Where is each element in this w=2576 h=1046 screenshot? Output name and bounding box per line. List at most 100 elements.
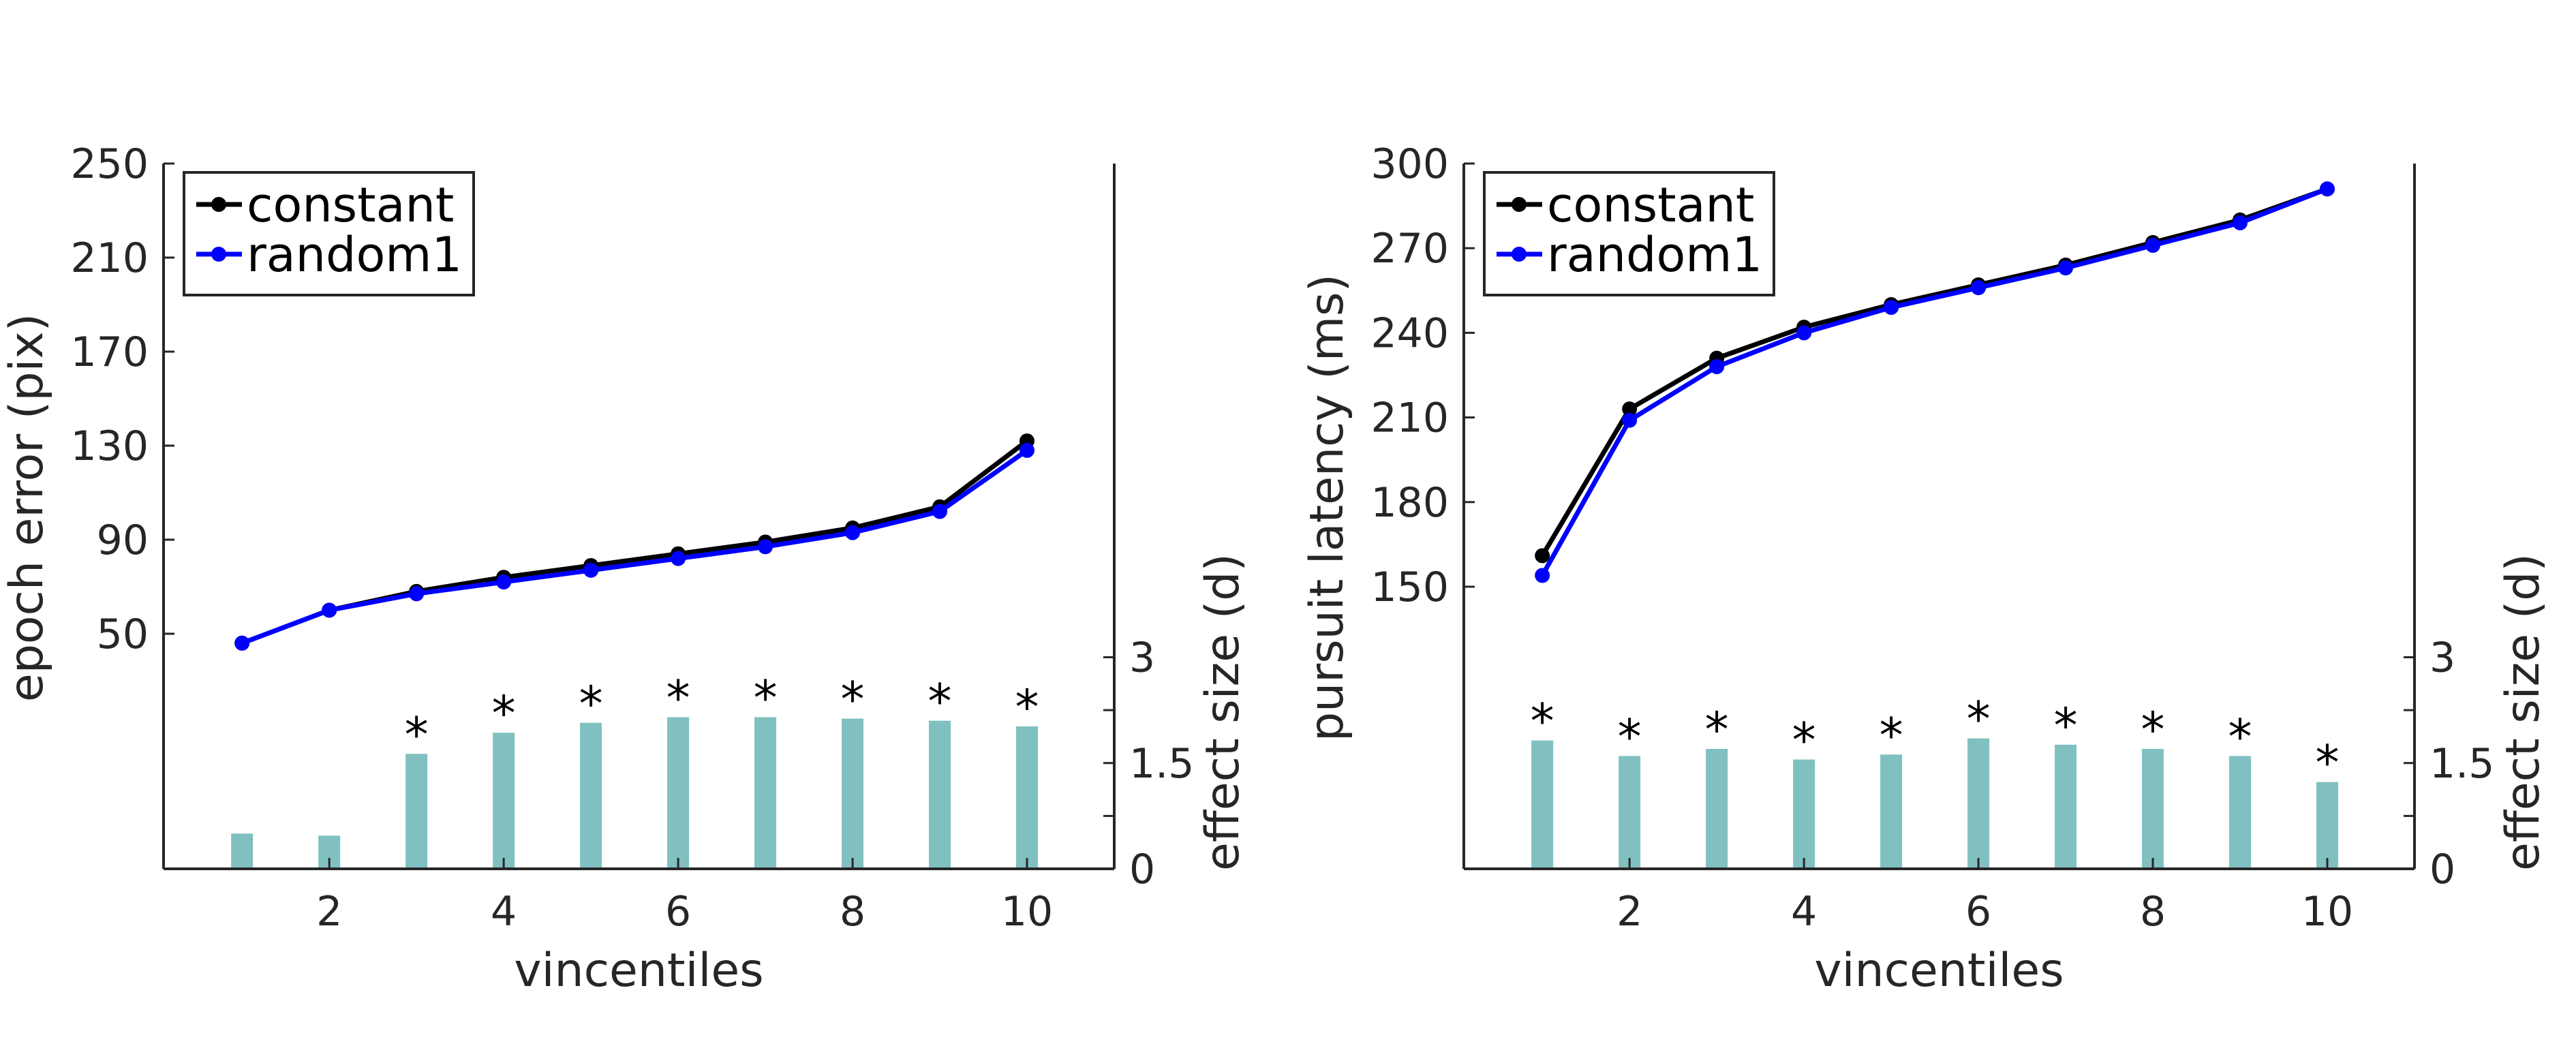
series-point-random1 xyxy=(932,504,948,519)
y-axis-label: epoch error (pix) xyxy=(0,313,54,702)
y-tick-label: 250 xyxy=(70,140,149,188)
series-point-random1 xyxy=(234,635,250,651)
effect-size-bar xyxy=(842,718,864,869)
significance-marker: * xyxy=(492,686,516,741)
effect-size-bar xyxy=(405,754,428,869)
series-point-random1 xyxy=(2233,215,2248,230)
x-tick-label: 4 xyxy=(491,888,517,936)
series-line-constant xyxy=(1540,186,2329,557)
effect-size-bar xyxy=(1793,759,1815,869)
y2-tick-label: 3 xyxy=(2429,634,2455,682)
series-point-constant xyxy=(1535,548,1550,564)
series-line-random1 xyxy=(1540,186,2329,577)
significance-marker: * xyxy=(1967,692,1991,748)
series-point-random1 xyxy=(2058,260,2074,276)
effect-size-bar xyxy=(1880,754,1903,869)
effect-size-bar xyxy=(2142,749,2164,869)
y-tick-label: 90 xyxy=(97,517,149,564)
significance-marker: * xyxy=(1792,713,1816,769)
y2-tick-label: 3 xyxy=(1129,634,1155,682)
effect-size-bar xyxy=(2316,782,2339,869)
x-tick-label: 6 xyxy=(1965,888,1991,936)
x-tick-label: 10 xyxy=(1001,888,1053,936)
y-tick-label: 210 xyxy=(70,234,149,282)
legend-box xyxy=(1483,171,1775,296)
y-tick-label: 240 xyxy=(1370,309,1449,357)
legend-label: constant xyxy=(1547,177,1754,233)
effect-size-bar xyxy=(1531,740,1554,869)
series-point-random1 xyxy=(1796,325,1812,341)
y2-tick-label: 1.5 xyxy=(1129,740,1194,788)
series-point-random1 xyxy=(758,539,773,555)
series-point-random1 xyxy=(1535,568,1550,583)
x-tick-label: 4 xyxy=(1791,888,1817,936)
effect-size-bar xyxy=(580,722,602,869)
y2-tick-label: 1.5 xyxy=(2429,740,2494,788)
effect-size-bar xyxy=(1016,726,1039,869)
x-tick-label: 6 xyxy=(665,888,691,936)
significance-marker: * xyxy=(2141,702,2165,758)
effect-size-bar xyxy=(1706,749,1728,869)
series-point-random1 xyxy=(496,574,512,590)
series-point-random1 xyxy=(409,586,425,602)
significance-marker: * xyxy=(754,670,778,726)
series-point-random1 xyxy=(845,525,861,540)
legend-label: random1 xyxy=(1547,227,1762,283)
y-tick-label: 300 xyxy=(1370,140,1449,188)
series-point-random1 xyxy=(1884,300,1899,316)
chart-panel-2: * * * * * * * * * * 150 180 210 240 270 300 0 1.5 3 2 4 6 8 10 v… xyxy=(1300,140,2550,998)
significance-marker: * xyxy=(1880,707,1903,763)
y-tick-label: 50 xyxy=(97,611,149,658)
significance-marker: * xyxy=(2316,735,2340,791)
effect-size-bar xyxy=(1619,756,1641,869)
significance-marker: * xyxy=(928,674,952,730)
effect-size-bar xyxy=(1967,738,1990,869)
effect-size-bar xyxy=(929,720,951,869)
y-tick-label: 270 xyxy=(1370,225,1449,273)
series-point-random1 xyxy=(1622,412,1638,428)
effect-size-bar xyxy=(754,717,777,869)
y-tick-label: 150 xyxy=(1370,564,1449,611)
x-tick-label: 2 xyxy=(1616,888,1642,936)
chart-panel-1: * * * * * * * * 50 90 130 170 210 250 0 1.5 3 2 4 6 8 10 vince… xyxy=(0,140,1250,998)
series-point-random1 xyxy=(671,551,686,566)
effect-size-bar xyxy=(667,717,690,869)
series-point-random1 xyxy=(1709,359,1725,375)
significance-marker: * xyxy=(579,676,603,732)
y-tick-label: 130 xyxy=(70,422,149,470)
y2-axis-label: effect size (d) xyxy=(1196,553,1250,871)
effect-size-bar xyxy=(231,833,254,869)
series-point-random1 xyxy=(322,602,337,618)
significance-marker: * xyxy=(666,670,690,726)
effect-size-bar xyxy=(493,733,515,869)
x-tick-label: 8 xyxy=(840,888,865,936)
legend-swatch-marker xyxy=(211,247,226,262)
series-point-random1 xyxy=(1971,280,1987,296)
series-point-random1 xyxy=(1019,442,1035,458)
effect-size-bar xyxy=(2055,744,2077,869)
x-axis-label: vincentiles xyxy=(514,944,763,998)
legend-box xyxy=(183,171,475,296)
effect-size-bar xyxy=(2229,756,2252,869)
y2-axis-label: effect size (d) xyxy=(2496,553,2550,871)
series-line-random1 xyxy=(241,448,1029,646)
y2-tick-label: 0 xyxy=(2429,846,2455,893)
significance-marker: * xyxy=(1015,679,1039,735)
significance-marker: * xyxy=(2054,698,2078,754)
series-point-random1 xyxy=(2145,238,2161,253)
y-tick-label: 210 xyxy=(1370,395,1449,442)
significance-marker: * xyxy=(841,672,865,728)
legend-label: random1 xyxy=(247,227,462,283)
significance-marker: * xyxy=(405,707,429,763)
y-axis-label: pursuit latency (ms) xyxy=(1300,274,1354,741)
significance-marker: * xyxy=(1531,694,1554,750)
legend-swatch-marker xyxy=(1512,247,1527,262)
significance-marker: * xyxy=(1705,702,1729,758)
series-line-constant xyxy=(241,439,1029,646)
legend-label: constant xyxy=(247,177,454,233)
significance-marker: * xyxy=(1618,709,1642,765)
x-tick-label: 2 xyxy=(316,888,342,936)
x-tick-label: 8 xyxy=(2140,888,2166,936)
y-tick-label: 180 xyxy=(1370,479,1449,527)
